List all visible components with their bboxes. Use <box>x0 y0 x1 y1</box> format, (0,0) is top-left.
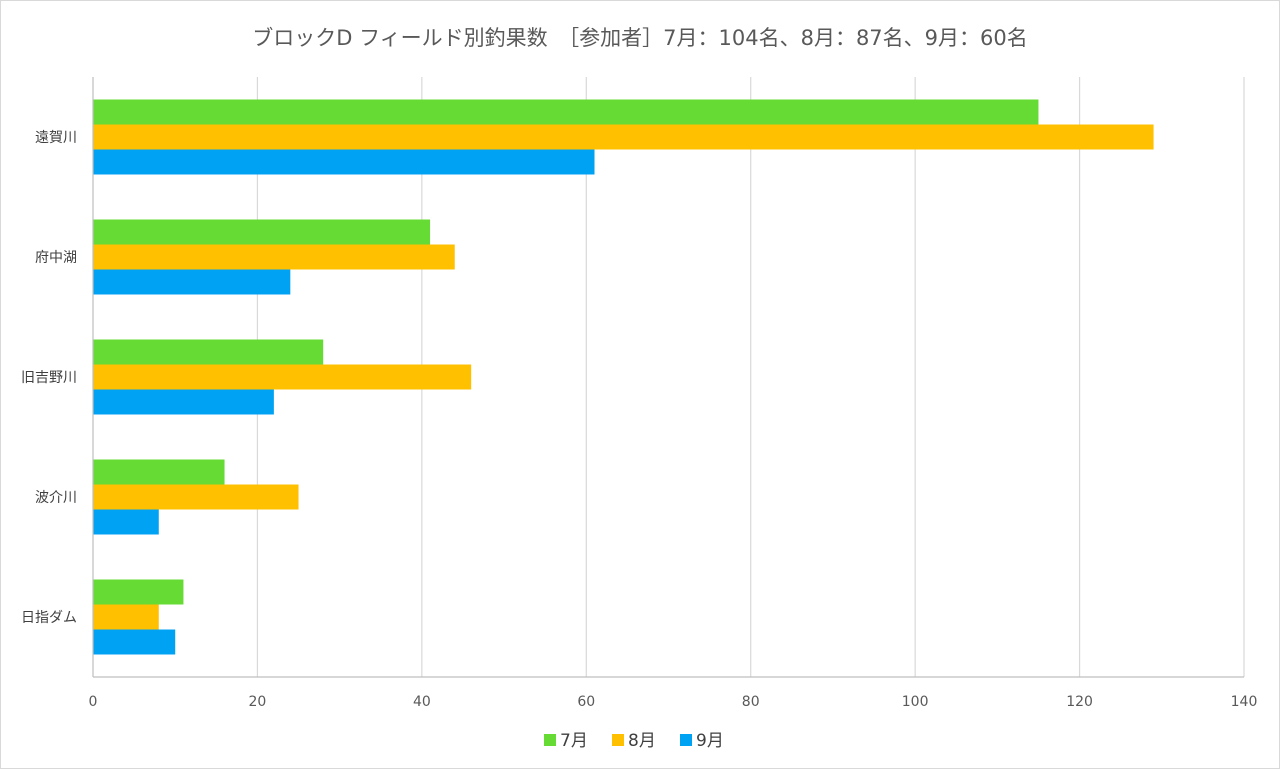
bar <box>93 219 431 245</box>
chart-title: ブロックD フィールド別釣果数 ［参加者］7月：104名、8月：87名、9月：6… <box>252 26 1028 50</box>
x-tick-label: 100 <box>902 694 929 710</box>
legend-swatch <box>544 734 556 746</box>
axes <box>92 77 1244 678</box>
legend-label: 9月 <box>696 731 724 751</box>
legend-swatch <box>680 734 692 746</box>
x-tick-label: 80 <box>742 694 760 710</box>
legend-swatch <box>612 734 624 746</box>
category-label: 波介川 <box>35 490 77 506</box>
category-label: 旧吉野川 <box>21 370 77 386</box>
legend-label: 8月 <box>628 731 656 751</box>
category-label: 日指ダム <box>21 610 77 626</box>
legend[interactable]: 7月 8月 9月 <box>544 731 724 751</box>
bar <box>93 509 159 535</box>
bar <box>93 149 595 175</box>
bar <box>93 604 159 630</box>
bar <box>93 99 1039 125</box>
category-label: 遠賀川 <box>35 130 77 146</box>
bar <box>93 579 184 605</box>
bar <box>93 124 1154 150</box>
gridlines <box>256 77 1245 677</box>
x-tick-labels: 0 20 40 60 80 100 120 140 <box>89 694 1258 710</box>
bars <box>93 99 1154 655</box>
bar <box>93 244 455 270</box>
x-tick-label: 140 <box>1231 694 1258 710</box>
legend-label: 7月 <box>560 731 588 751</box>
bar <box>93 364 472 390</box>
x-tick-label: 120 <box>1066 694 1093 710</box>
bar <box>93 629 176 655</box>
x-tick-label: 60 <box>577 694 595 710</box>
bar <box>93 484 299 510</box>
x-tick-label: 40 <box>413 694 431 710</box>
bar <box>93 339 324 365</box>
bar <box>93 389 274 415</box>
bar <box>93 459 225 485</box>
category-label: 府中湖 <box>35 250 77 266</box>
bar <box>93 269 291 295</box>
x-tick-label: 20 <box>249 694 267 710</box>
x-tick-label: 0 <box>89 694 98 710</box>
